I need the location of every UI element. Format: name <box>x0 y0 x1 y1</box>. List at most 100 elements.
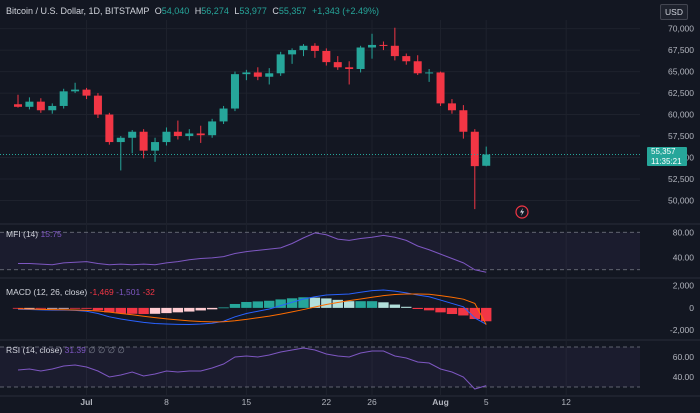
candle[interactable] <box>459 105 468 139</box>
candle[interactable] <box>185 129 194 141</box>
mfi-legend[interactable]: MFI (14) 15.75 <box>6 229 62 239</box>
candle[interactable] <box>310 43 319 58</box>
candle[interactable] <box>71 82 80 94</box>
candle-body <box>71 89 80 92</box>
currency-badge[interactable]: USD <box>660 4 688 20</box>
signal-value: -1,501 <box>116 287 141 297</box>
candle-body <box>470 131 479 167</box>
candle[interactable] <box>482 146 491 167</box>
macd-histogram-bar <box>389 304 401 308</box>
candle-body <box>139 131 148 151</box>
macd-histogram-bar <box>275 299 286 308</box>
macd-histogram-bar <box>321 298 332 308</box>
candle[interactable] <box>322 48 331 66</box>
candle-body <box>356 47 365 69</box>
symbol-title[interactable]: Bitcoin / U.S. Dollar, 1D, BITSTAMP <box>6 6 150 16</box>
macd-histogram-bar <box>264 300 275 308</box>
candle-body <box>402 56 411 62</box>
candle-body <box>333 62 342 68</box>
rsi-value: 31.39 <box>64 345 86 355</box>
candle[interactable] <box>368 33 377 59</box>
indicator-bands <box>0 231 640 388</box>
event-marker[interactable] <box>515 205 529 219</box>
macd-histogram-bar <box>127 307 138 314</box>
candle[interactable] <box>48 103 57 114</box>
high-value: 56,274 <box>201 6 229 16</box>
candle[interactable] <box>139 129 148 159</box>
open-value: 54,040 <box>161 6 190 16</box>
candle[interactable] <box>14 94 22 108</box>
candle[interactable] <box>105 112 114 145</box>
candle[interactable] <box>276 51 285 76</box>
candle-body <box>413 61 422 74</box>
candle-body <box>173 131 182 137</box>
candle[interactable] <box>253 67 262 81</box>
time-tick-label: Aug <box>432 397 449 407</box>
candles[interactable] <box>0 27 640 210</box>
macd-histogram-bar <box>435 307 446 313</box>
candle[interactable] <box>93 93 102 118</box>
candle[interactable] <box>436 71 445 106</box>
macd-histogram-bar <box>149 307 161 314</box>
rsi-band <box>0 347 640 387</box>
candle[interactable] <box>82 87 91 100</box>
lightning-icon[interactable] <box>515 205 529 219</box>
candle-body <box>265 73 274 77</box>
lightning-glyph <box>520 208 525 216</box>
candle-body <box>185 133 194 137</box>
macd-legend[interactable]: MACD (12, 26, close) -1,469 -1,501 -32 <box>6 287 155 297</box>
candle[interactable] <box>402 53 411 65</box>
candle-body <box>379 44 388 46</box>
candle[interactable] <box>390 27 399 61</box>
candle-body <box>105 114 114 143</box>
mfi-value: 15.75 <box>40 229 62 239</box>
time-axis[interactable]: Jul 8 15 22 26 Aug 5 12 <box>80 397 571 407</box>
candle[interactable] <box>196 125 205 143</box>
macd-histogram-bar <box>47 307 58 309</box>
candle[interactable] <box>36 98 45 113</box>
macd-histogram-bar <box>286 298 298 308</box>
close-label: C <box>272 6 279 16</box>
candle[interactable] <box>128 130 137 154</box>
mfi-tick-label: 40.00 <box>673 252 695 262</box>
candle-body <box>93 95 102 115</box>
candle[interactable] <box>356 45 365 73</box>
price-tick-label: 52,500 <box>668 174 694 184</box>
candle[interactable] <box>447 99 456 114</box>
candle[interactable] <box>413 55 422 76</box>
candle[interactable] <box>288 48 297 64</box>
candle[interactable] <box>242 69 251 81</box>
macd-tick-label: 0 <box>689 303 694 313</box>
candle-body <box>482 154 491 166</box>
price-tick-label: 62,500 <box>668 88 694 98</box>
rsi-legend[interactable]: RSI (14, close) 31.39 ∅ ∅ ∅ ∅ <box>6 345 125 355</box>
candle-body <box>390 45 399 57</box>
macd-histogram-bar <box>58 307 69 309</box>
macd-line <box>17 289 487 326</box>
candle[interactable] <box>265 68 274 85</box>
candle[interactable] <box>151 137 160 162</box>
last-price-value: 55,357 <box>651 147 676 156</box>
candle[interactable] <box>470 129 479 210</box>
candle[interactable] <box>208 118 217 138</box>
price-axis[interactable]: 50,00052,50055,00057,50060,00062,50065,0… <box>668 24 694 382</box>
macd-histogram-bar <box>298 297 309 308</box>
macd-histogram-bar <box>446 307 458 315</box>
candle[interactable] <box>333 56 342 70</box>
candle[interactable] <box>230 71 239 112</box>
candle[interactable] <box>59 88 68 109</box>
candle[interactable] <box>162 127 171 146</box>
candle[interactable] <box>425 68 434 82</box>
candle[interactable] <box>299 44 308 57</box>
signal-line <box>17 293 487 325</box>
candle[interactable] <box>379 41 388 51</box>
candle[interactable] <box>345 61 354 85</box>
hist-value: -32 <box>142 287 155 297</box>
candle[interactable] <box>219 105 228 125</box>
candle[interactable] <box>116 136 125 171</box>
candle[interactable] <box>173 120 182 140</box>
time-tick-label: 8 <box>164 397 169 407</box>
candle-body <box>345 67 354 69</box>
candle[interactable] <box>25 97 34 110</box>
